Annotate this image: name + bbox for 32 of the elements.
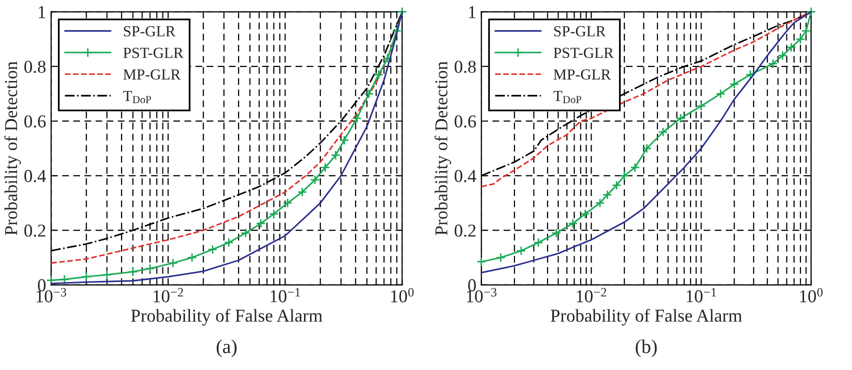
legend-label: T$_{DoP}$	[553, 90, 582, 104]
y-tick-label: 0	[468, 279, 476, 292]
x-tick-label: 10$^{−1}$	[686, 288, 716, 302]
y-tick-label: 0	[38, 279, 46, 292]
x-tick-label: 10$^{0}$	[391, 288, 414, 302]
y-tick-label: 0.2	[454, 224, 476, 237]
x-tick-label: 10$^{−2}$	[576, 288, 606, 302]
legend-label: T$_{DoP}$	[123, 90, 151, 104]
legend-label: MP-GLR	[123, 69, 181, 80]
y-axis-title: Probability of Detection	[4, 61, 21, 236]
x-tick-label: 10$^{−1}$	[270, 288, 300, 302]
x-axis-title: Probability of False Alarm	[550, 308, 742, 326]
y-tick-label: 1	[469, 6, 476, 18]
y-tick-label: 0.6	[24, 115, 46, 128]
legend-label: SP-GLR	[554, 26, 606, 36]
y-tick-label: 0.8	[454, 60, 476, 73]
legend-label: MP-GLR	[554, 69, 611, 80]
y-tick-label: 0.6	[454, 115, 476, 128]
y-tick-label: 0.2	[24, 224, 46, 237]
y-tick-label: 1	[38, 6, 46, 18]
x-tick-label: 10$^{−2}$	[154, 288, 184, 302]
y-tick-label: 0.4	[24, 170, 46, 182]
legend-label: PST-GLR	[123, 48, 184, 58]
legend-label: SP-GLR	[124, 26, 176, 36]
x-tick-label: 10$^{0}$	[800, 288, 823, 302]
y-axis-title: Probability of Detection	[434, 61, 452, 236]
y-tick-label: 0.8	[24, 60, 46, 73]
x-axis-title: Probability of False Alarm	[131, 308, 322, 326]
text: (b)	[636, 340, 657, 358]
text: (a)	[216, 340, 237, 358]
legend-label: PST-GLR	[554, 48, 614, 58]
y-tick-label: 0.4	[454, 170, 476, 182]
